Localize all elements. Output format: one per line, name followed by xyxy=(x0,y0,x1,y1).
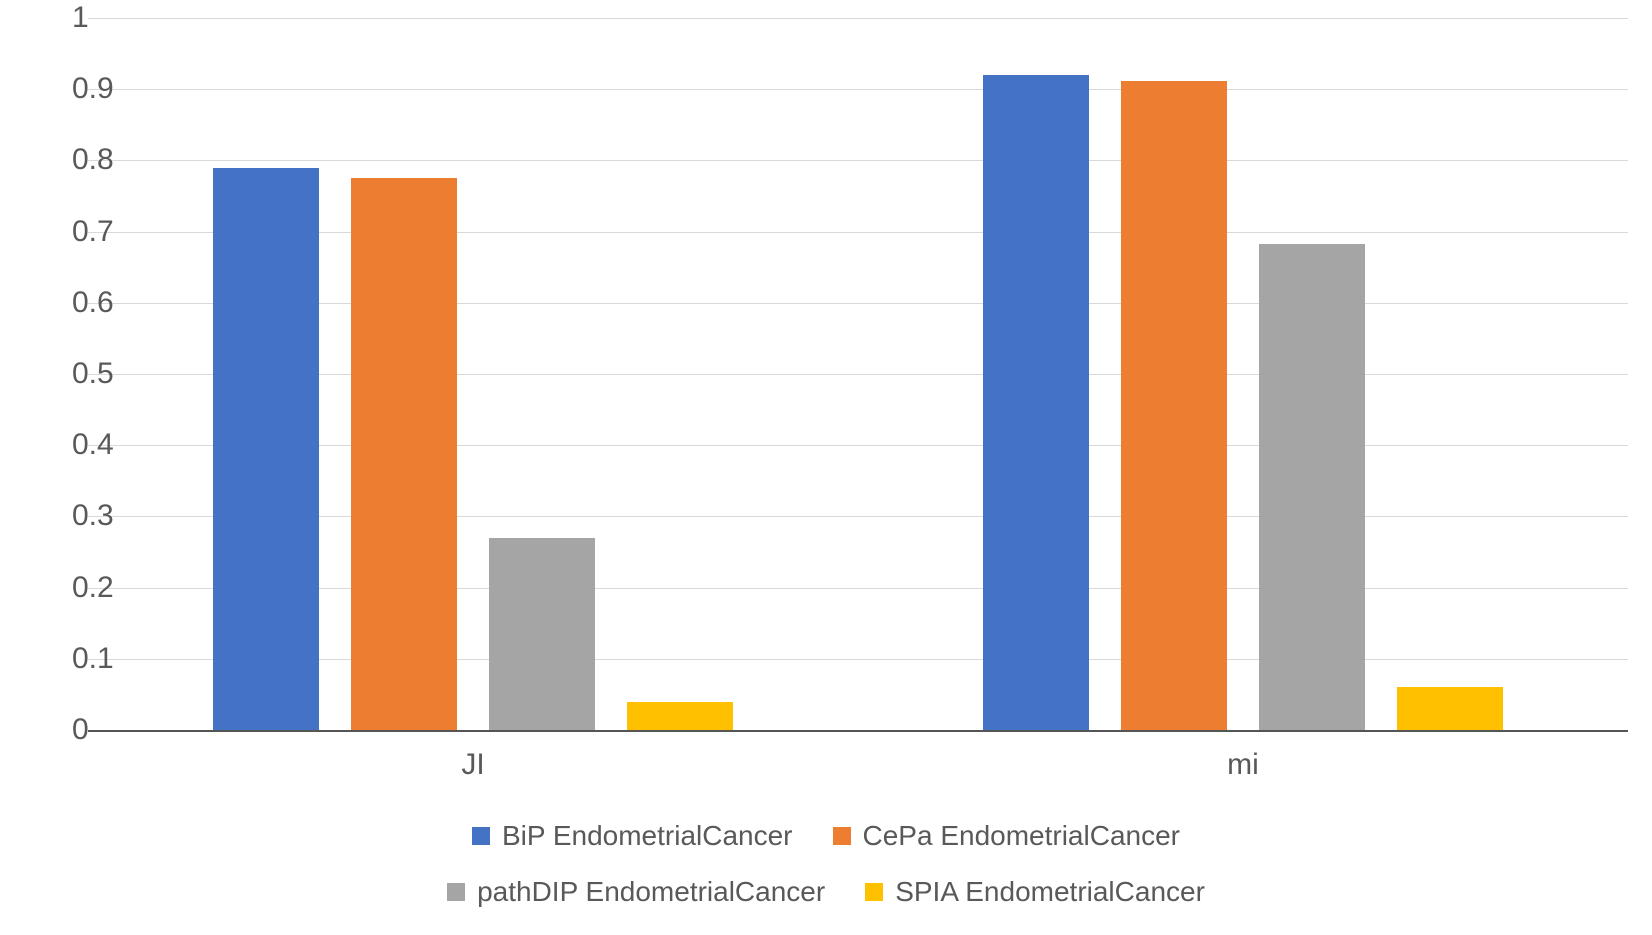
x-tick-label: JI xyxy=(461,748,484,782)
gridline xyxy=(88,232,1628,233)
legend-swatch xyxy=(447,883,465,901)
gridline xyxy=(88,659,1628,660)
legend-item: SPIA EndometrialCancer xyxy=(865,876,1205,908)
legend-swatch xyxy=(833,827,851,845)
gridline xyxy=(88,89,1628,90)
legend-label: SPIA EndometrialCancer xyxy=(895,876,1205,908)
bar xyxy=(627,702,733,730)
bar-chart: 00.10.20.30.40.50.60.70.80.91JImi BiP En… xyxy=(0,0,1652,935)
bar xyxy=(1121,81,1227,730)
legend-label: CePa EndometrialCancer xyxy=(863,820,1181,852)
legend-label: BiP EndometrialCancer xyxy=(502,820,793,852)
gridline xyxy=(88,445,1628,446)
legend-label: pathDIP EndometrialCancer xyxy=(477,876,825,908)
x-tick-label: mi xyxy=(1227,748,1259,782)
gridline xyxy=(88,18,1628,19)
legend-item: CePa EndometrialCancer xyxy=(833,820,1181,852)
bar xyxy=(1259,244,1365,730)
gridline xyxy=(88,303,1628,304)
bar xyxy=(213,168,319,730)
legend-item: pathDIP EndometrialCancer xyxy=(447,876,825,908)
gridline xyxy=(88,160,1628,161)
gridline xyxy=(88,516,1628,517)
legend-swatch xyxy=(865,883,883,901)
bar xyxy=(1397,687,1503,730)
legend: BiP EndometrialCancer CePa EndometrialCan… xyxy=(413,820,1239,908)
bar xyxy=(489,538,595,730)
bar xyxy=(351,178,457,730)
gridline xyxy=(88,374,1628,375)
legend-item: BiP EndometrialCancer xyxy=(472,820,793,852)
legend-swatch xyxy=(472,827,490,845)
gridline xyxy=(88,588,1628,589)
bar xyxy=(983,75,1089,730)
plot-area: 00.10.20.30.40.50.60.70.80.91JImi xyxy=(88,18,1628,732)
